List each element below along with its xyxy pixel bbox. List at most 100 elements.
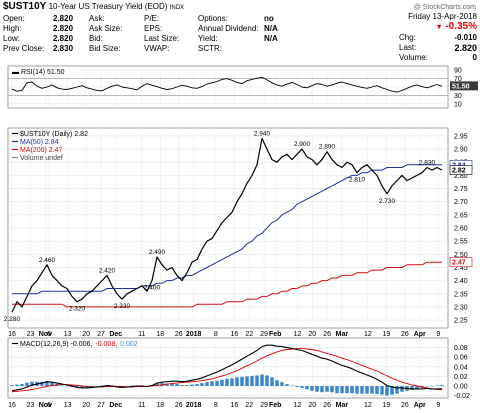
price-annotation: 2.460 [39, 257, 56, 264]
quote-block: Open: 2.820 High: 2.820 Low: 2.820 Prev Clo… [3, 12, 479, 62]
macd-histogram-bar [305, 386, 309, 390]
quote-label: Last: [399, 43, 417, 52]
macd-histogram-bar [220, 379, 224, 386]
macd-histogram-bar [230, 378, 234, 386]
x-axis-label: 20 [82, 331, 90, 338]
symbol: $UST10Y [3, 1, 47, 12]
macd-histogram-bar [370, 386, 374, 394]
quote-row-low: Low: 2.820 [3, 34, 103, 44]
macd-histogram-bar [170, 383, 174, 386]
macd-histogram-bar [175, 384, 179, 386]
macd-histogram-bar [285, 384, 289, 386]
macd-histogram-bar [320, 386, 324, 393]
macd-histogram-bar [100, 385, 104, 387]
macd-x-axis-label: 20 [82, 402, 90, 409]
x-axis-label: 12 [294, 331, 302, 338]
price-tick-label: 2.30 [454, 304, 468, 311]
quote-label: Annual Dividend: [198, 24, 259, 33]
price-last-tag [449, 257, 473, 268]
price-tick-label: 2.60 [454, 226, 468, 233]
macd-tick-label: 0.06 [454, 355, 468, 362]
macd-histogram-bar [335, 386, 339, 394]
macd-histogram-bar [30, 381, 34, 386]
macd-tick-label: 0.04 [454, 364, 468, 371]
macd-x-axis-label: 19 [382, 402, 390, 409]
x-axis-label: 12 [364, 331, 372, 338]
price-last-label: 2.82 [452, 168, 466, 175]
x-axis-label: 29 [260, 331, 268, 338]
price-tick-label: 2.65 [454, 212, 468, 219]
x-axis-label: 22 [245, 331, 253, 338]
x-axis-label: Apr [414, 331, 426, 338]
change-percent: ▼ -0.35% [435, 21, 477, 32]
macd-x-axis-label: Mar [336, 402, 349, 409]
macd-x-axis-label: 12 [294, 402, 302, 409]
exchange: INDX [169, 5, 185, 11]
macd-histogram-bar [10, 385, 14, 386]
price-legend-item: MA(50) 2.84 [20, 139, 59, 146]
macd-histogram-bar [80, 386, 84, 388]
macd-tick-label: 0.02 [454, 374, 468, 381]
price-tick-label: 2.90 [454, 147, 468, 154]
macd-histogram-bar [260, 374, 264, 386]
quote-value: N/A [264, 24, 278, 33]
price-annotation: 2.400 [144, 285, 161, 292]
macd-histogram-bar [275, 380, 279, 386]
x-axis-label: 11 [138, 331, 145, 338]
price-tick-label: 2.80 [454, 173, 468, 180]
quote-value: 2.820 [53, 34, 74, 43]
price-line [11, 137, 443, 313]
quote-col-4: Options: no Annual Dividend: N/A Yield: N/A… [198, 14, 278, 54]
x-axis-label: 16 [231, 331, 239, 338]
macd-histogram-bar [45, 381, 49, 386]
quote-value: 2.830 [53, 44, 74, 53]
macd-histogram-bar [20, 384, 24, 386]
macd-x-axis-label: Feb [269, 402, 281, 409]
macd-histogram-bar [340, 386, 344, 394]
macd-x-axis-label: 20 [308, 402, 316, 409]
macd-histogram-bar [375, 386, 379, 395]
quote-label: VWAP: [144, 44, 170, 53]
rsi-tick-label: 10 [454, 101, 462, 108]
price-legend-item: $UST10Y (Daily) 2.82 [20, 131, 88, 138]
quote-value: 2.820 [53, 24, 74, 33]
macd-histogram-bar [200, 383, 204, 386]
price-annotation: 2.830 [419, 159, 436, 166]
macd-x-axis-label: 12 [364, 402, 372, 409]
macd-histogram-bar [395, 386, 399, 394]
macd-legend-item: MACD(12,26,9) -0.006, [20, 341, 92, 348]
x-axis-label: 6 [47, 331, 51, 338]
macd-histogram-bar [225, 378, 229, 386]
quote-label: High: [3, 24, 22, 33]
macd-histogram-bar [315, 386, 319, 392]
macd-x-axis-label: 29 [260, 402, 268, 409]
quote-label: Volume: [399, 53, 428, 62]
price-tick-label: 2.55 [454, 239, 468, 246]
macd-x-axis-label: 13 [64, 402, 72, 409]
x-axis-label: 16 [8, 331, 16, 338]
macd-x-axis-label: 8 [214, 402, 218, 409]
quote-label: Ask: [89, 14, 105, 23]
price-annotation: 2.810 [349, 177, 366, 184]
price-annotation: 2.320 [69, 306, 86, 313]
x-axis-label: 26 [401, 331, 409, 338]
x-axis-label: 8 [214, 331, 218, 338]
quote-value: 0 [472, 53, 477, 62]
x-axis-label: 9 [436, 331, 440, 338]
macd-x-axis-label: Apr [414, 402, 426, 409]
price-tick-label: 2.95 [454, 133, 468, 140]
quote-label: Last Size: [144, 34, 180, 43]
macd-histogram-bar [330, 386, 334, 393]
price-tick-label: 2.35 [454, 291, 468, 298]
macd-histogram-bar [15, 384, 19, 386]
x-axis-label: 23 [27, 331, 35, 338]
macd-histogram-bar [210, 381, 214, 386]
quote-row-yield: Yield: N/A [198, 34, 278, 44]
macd-histogram-bar [345, 386, 349, 394]
macd-histogram-bar [185, 385, 189, 386]
macd-x-axis-label: 27 [97, 402, 105, 409]
macd-signal-line [11, 348, 443, 393]
rsi-tick-label: 70 [454, 76, 462, 83]
macd-x-axis-label: 22 [245, 402, 253, 409]
